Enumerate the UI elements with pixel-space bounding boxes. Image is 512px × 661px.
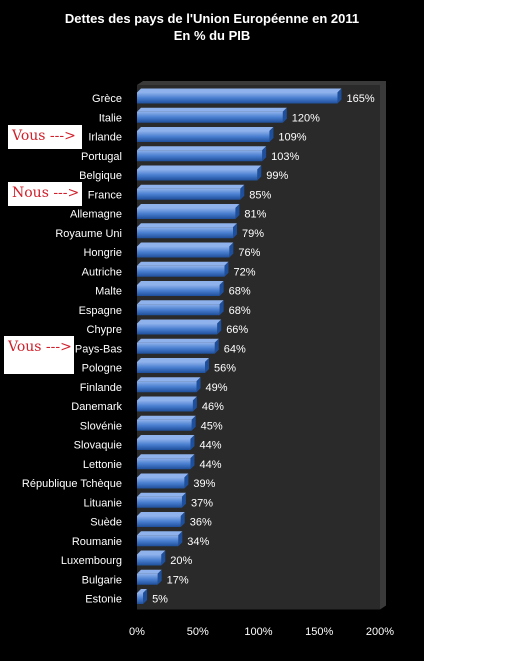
chart-subtitle: En % du PIB	[173, 28, 251, 43]
bar-chart: Grèce Italie Irlande Portugal Belgique France…	[22, 81, 394, 638]
value-labels: 165% 120% 109% 103% 99% 85% 81% 79% 76% 72% 68% 68%…	[152, 93, 375, 606]
value-label: 165%	[346, 93, 374, 105]
category-label: Grèce	[92, 93, 122, 105]
bar	[137, 127, 274, 142]
value-label: 81%	[244, 209, 266, 221]
bar	[137, 184, 245, 200]
category-label: Autriche	[82, 266, 122, 278]
value-label: 68%	[229, 305, 251, 317]
category-label: Royaume Uni	[55, 228, 122, 240]
bar	[137, 550, 166, 566]
value-label: 17%	[167, 574, 189, 586]
value-label: 79%	[242, 228, 264, 240]
value-label: 72%	[233, 266, 255, 278]
category-label: Malte	[95, 286, 122, 298]
x-tick-label: 100%	[244, 626, 272, 638]
category-label: Espagne	[79, 305, 122, 317]
category-labels: Grèce Italie Irlande Portugal Belgique France…	[22, 93, 123, 606]
bar	[137, 589, 148, 604]
value-label: 64%	[224, 343, 246, 355]
bar	[137, 88, 342, 104]
category-label: Estonie	[85, 594, 122, 606]
category-label: Finlande	[80, 382, 122, 394]
chart-title-line: Dettes des pays de l'Union Européenne en…	[64, 11, 360, 26]
category-label: Slovénie	[80, 420, 122, 432]
bar	[137, 473, 189, 489]
value-label: 76%	[238, 247, 260, 259]
category-label: Hongrie	[83, 247, 122, 259]
bar	[137, 338, 219, 354]
value-label: 103%	[271, 151, 299, 163]
value-label: 66%	[226, 324, 248, 336]
category-label: Pays-Bas	[75, 343, 123, 355]
bar	[137, 531, 183, 547]
value-label: 37%	[191, 497, 213, 509]
value-label: 44%	[199, 459, 221, 471]
category-label: Lituanie	[83, 497, 122, 509]
category-label: Danemark	[71, 401, 122, 413]
value-label: 46%	[202, 401, 224, 413]
value-label: 20%	[170, 555, 192, 567]
bar	[137, 396, 197, 412]
x-tick-label: 50%	[187, 626, 209, 638]
value-label: 49%	[206, 382, 228, 394]
category-label: Suède	[90, 517, 122, 529]
bar	[137, 358, 210, 373]
bar	[137, 261, 229, 277]
bar	[137, 242, 234, 258]
category-label: Roumanie	[72, 536, 122, 548]
value-label: 109%	[278, 132, 306, 144]
category-label: Portugal	[81, 151, 122, 163]
x-tick-label: 0%	[129, 626, 145, 638]
bar	[137, 165, 262, 181]
value-label: 85%	[249, 189, 271, 201]
bar	[137, 492, 186, 508]
category-label: Pologne	[82, 363, 122, 375]
value-label: 39%	[193, 478, 215, 490]
bar	[137, 223, 237, 239]
bar	[137, 300, 224, 316]
bars	[137, 88, 342, 604]
value-label: 68%	[229, 286, 251, 298]
category-label: République Tchèque	[22, 478, 122, 490]
category-label: Italie	[99, 112, 122, 124]
category-label: Irlande	[88, 132, 122, 144]
bar	[137, 319, 222, 335]
bar	[137, 377, 201, 393]
bar	[137, 569, 162, 585]
category-label: Bulgarie	[82, 574, 122, 586]
category-label: Chypre	[87, 324, 122, 336]
bar	[137, 512, 185, 527]
annotation-note: Nous --->	[8, 182, 82, 207]
value-label: 5%	[152, 594, 168, 606]
x-tick-label: 200%	[366, 626, 394, 638]
value-label: 34%	[187, 536, 209, 548]
bar	[137, 281, 224, 296]
x-axis-ticks: 0% 50% 100% 150% 200%	[129, 626, 394, 638]
category-label: France	[88, 189, 122, 201]
category-label: Slovaquie	[74, 440, 122, 452]
value-label: 99%	[266, 170, 288, 182]
value-label: 56%	[214, 363, 236, 375]
bar	[137, 146, 267, 162]
category-label: Luxembourg	[61, 555, 122, 567]
category-label: Belgique	[79, 170, 122, 182]
x-tick-label: 150%	[305, 626, 333, 638]
annotation-note: Vous --->	[8, 124, 82, 149]
value-label: 45%	[201, 420, 223, 432]
chart-panel: Dettes des pays de l'Union Européenne en…	[0, 0, 424, 661]
chart-title: Dettes des pays de l'Union Européenne en…	[0, 10, 424, 44]
category-label: Allemagne	[70, 209, 122, 221]
bar	[137, 204, 240, 219]
value-label: 120%	[292, 112, 320, 124]
bar	[137, 107, 287, 123]
value-label: 36%	[190, 517, 212, 529]
bar	[137, 435, 195, 450]
category-label: Lettonie	[83, 459, 122, 471]
annotation-note: Vous --->	[4, 336, 74, 375]
bar	[137, 454, 195, 470]
value-label: 44%	[199, 440, 221, 452]
bar	[137, 415, 196, 431]
